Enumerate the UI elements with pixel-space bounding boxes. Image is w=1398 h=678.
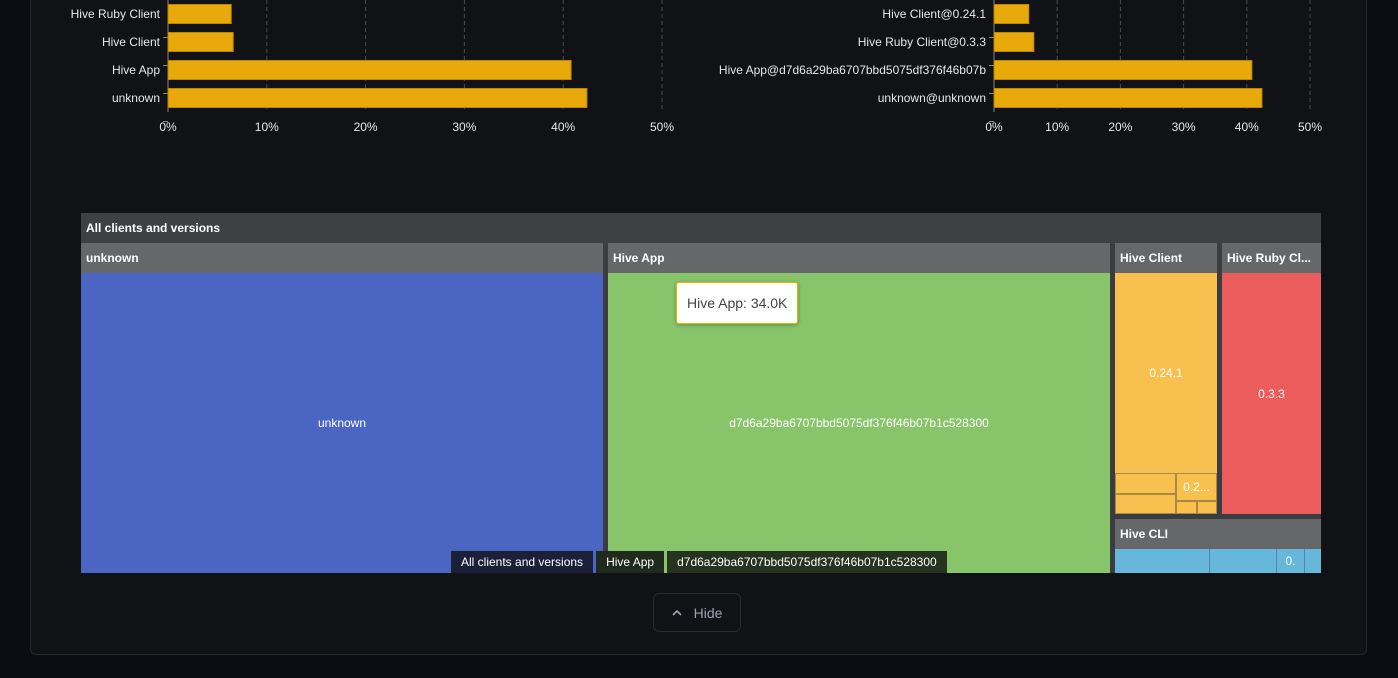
treemap-tile[interactable]: 0. xyxy=(1277,549,1305,573)
treemap-tile[interactable] xyxy=(1210,549,1277,573)
treemap-tile[interactable] xyxy=(1115,494,1176,514)
breadcrumb-item-hive-app[interactable]: Hive App xyxy=(596,551,668,573)
x-tick-label: 10% xyxy=(255,120,279,134)
hide-button-label: Hide xyxy=(693,604,723,621)
x-tick-label: 40% xyxy=(1235,120,1259,134)
bar[interactable] xyxy=(993,32,1035,52)
y-category-label: Hive Client@0.24.1 xyxy=(882,7,986,21)
x-tick-label: 40% xyxy=(551,120,575,134)
treemap: All clients and versions unknown unknown… xyxy=(81,213,1321,573)
treemap-tile[interactable]: unknown xyxy=(81,273,603,573)
bar[interactable] xyxy=(167,4,232,24)
treemap-group-hive-cli[interactable]: Hive CLI xyxy=(1115,519,1321,549)
treemap-tile[interactable] xyxy=(1176,501,1197,514)
x-tick-label: 10% xyxy=(1045,120,1069,134)
x-tick-label: 50% xyxy=(650,120,674,134)
treemap-tile[interactable] xyxy=(1305,549,1321,573)
chevron-up-icon xyxy=(672,609,682,616)
bar-chart-clients: 0% 10% 20% 30% 40% 50% Hive Ruby Client Hive Cl… xyxy=(71,0,674,134)
treemap-tile[interactable] xyxy=(1197,501,1217,514)
bar[interactable] xyxy=(167,88,588,108)
treemap-group-hive-ruby-client[interactable]: Hive Ruby Cl... xyxy=(1222,243,1321,273)
treemap-tile[interactable] xyxy=(1115,473,1176,494)
treemap-group-unknown[interactable]: unknown xyxy=(81,243,603,273)
treemap-tile[interactable]: 0.2... xyxy=(1176,473,1217,501)
y-category-label: Hive App@d7d6a29ba6707bbd5075df376f46b07… xyxy=(719,63,986,77)
x-tick-label: 30% xyxy=(452,120,476,134)
x-tick-label: 20% xyxy=(1108,120,1132,134)
y-category-label: Hive Client xyxy=(102,35,161,49)
treemap-tile[interactable] xyxy=(1115,549,1210,573)
treemap-group-hive-app[interactable]: Hive App xyxy=(608,243,1110,273)
bar[interactable] xyxy=(167,32,234,52)
y-category-label: Hive Ruby Client xyxy=(71,7,161,21)
x-tick-label: 0% xyxy=(159,120,177,134)
y-category-label: unknown@unknown xyxy=(878,91,986,105)
x-tick-label: 30% xyxy=(1172,120,1196,134)
y-category-label: Hive Ruby Client@0.3.3 xyxy=(858,35,987,49)
bar[interactable] xyxy=(993,60,1253,80)
hide-button[interactable]: Hide xyxy=(653,593,741,632)
treemap-group-hive-client[interactable]: Hive Client xyxy=(1115,243,1217,273)
x-tick-label: 50% xyxy=(1298,120,1322,134)
breadcrumb: All clients and versions Hive App d7d6a2… xyxy=(451,551,947,573)
y-category-label: unknown xyxy=(112,91,160,105)
bar-chart-client-versions: 0% 10% 20% 30% 40% 50% Hive Client@0.24.1 Hive … xyxy=(719,0,1322,134)
x-tick-label: 0% xyxy=(985,120,1003,134)
breadcrumb-item-version[interactable]: d7d6a29ba6707bbd5075df376f46b07b1c528300 xyxy=(667,551,947,573)
bar[interactable] xyxy=(167,60,572,80)
y-category-label: Hive App xyxy=(112,63,160,77)
bar[interactable] xyxy=(993,4,1030,24)
bar[interactable] xyxy=(993,88,1263,108)
treemap-tile[interactable]: 0.3.3 xyxy=(1222,273,1321,514)
x-tick-label: 20% xyxy=(354,120,378,134)
treemap-root-header[interactable]: All clients and versions xyxy=(81,213,1321,243)
treemap-tile[interactable]: 0.24.1 xyxy=(1115,273,1217,473)
breadcrumb-item-root[interactable]: All clients and versions xyxy=(451,551,597,573)
treemap-tooltip: Hive App: 34.0K xyxy=(676,282,799,324)
